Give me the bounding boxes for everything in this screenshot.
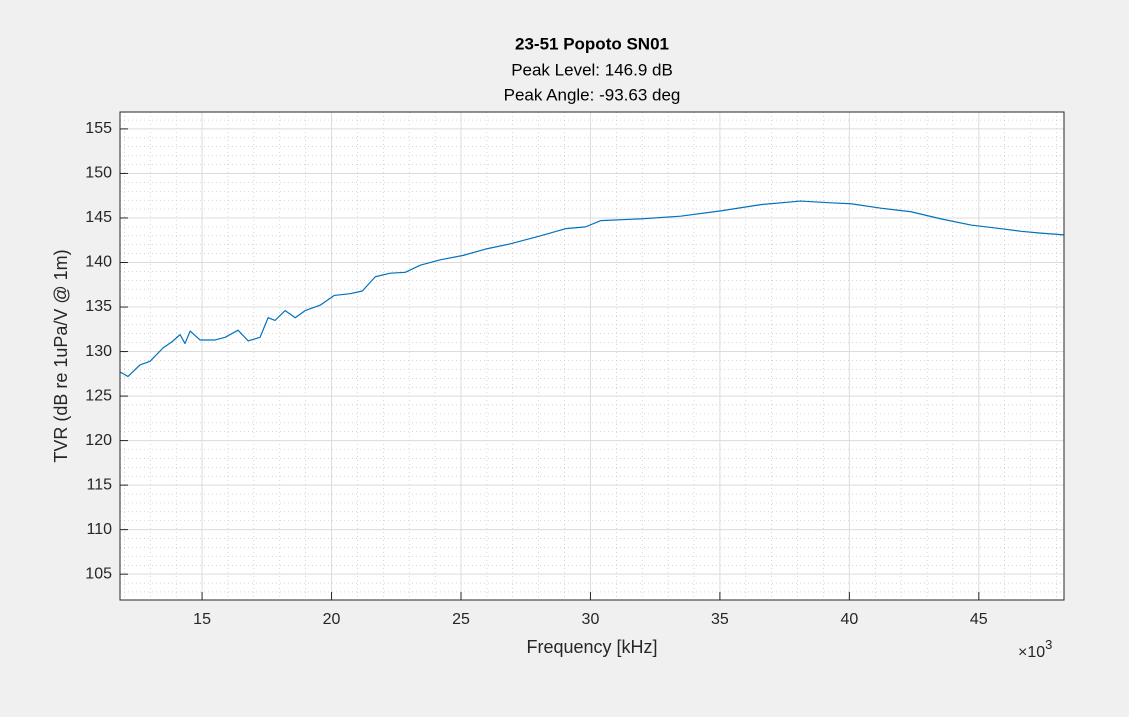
y-tick-label: 145 <box>85 209 112 226</box>
chart-title: 23-51 Popoto SN01 <box>515 34 669 53</box>
y-axis-label: TVR (dB re 1uPa/V @ 1m) <box>51 249 71 462</box>
chart-subtitle: Peak Angle: -93.63 deg <box>504 85 681 104</box>
x-tick-label: 20 <box>323 611 341 628</box>
y-tick-label: 115 <box>86 476 112 493</box>
y-tick-label: 105 <box>85 565 112 582</box>
data-line <box>119 200 1065 378</box>
y-tick-label: 135 <box>85 298 112 315</box>
y-tick-label: 120 <box>85 432 112 449</box>
x-tick-label: 25 <box>452 611 470 628</box>
plot-area <box>120 112 1064 600</box>
x-exponent-power: 3 <box>1045 637 1052 652</box>
x-exponent: ×103 <box>1018 637 1052 661</box>
chart-subtitle: Peak Level: 146.9 dB <box>511 60 673 79</box>
x-tick-label: 35 <box>711 611 729 628</box>
axes-box <box>119 111 1065 601</box>
y-tick-label: 110 <box>86 521 112 538</box>
y-tick-label: 140 <box>85 254 112 271</box>
x-tick-label: 15 <box>193 611 211 628</box>
x-axis-label: Frequency [kHz] <box>526 637 657 657</box>
y-tick-label: 155 <box>85 120 112 137</box>
y-tick-label: 130 <box>85 343 112 360</box>
x-tick-label: 45 <box>970 611 988 628</box>
x-tick-label: 30 <box>582 611 600 628</box>
y-tick-label: 150 <box>85 165 112 182</box>
y-tick-label: 125 <box>85 387 112 404</box>
x-tick-label: 40 <box>840 611 858 628</box>
x-exponent-base: ×10 <box>1018 644 1045 661</box>
